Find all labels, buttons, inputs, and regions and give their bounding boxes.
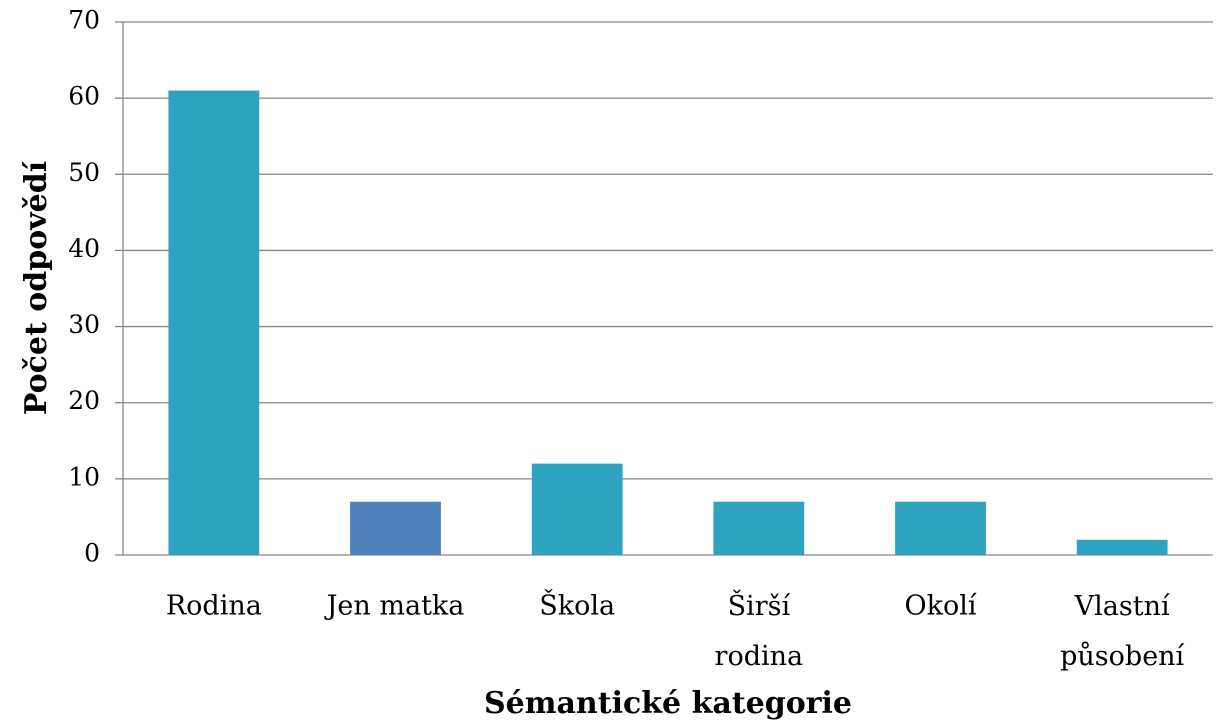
x-tick-label: Vlastní působení xyxy=(1060,591,1184,672)
bar xyxy=(895,501,986,555)
bar xyxy=(168,90,260,556)
y-tick-label: 30 xyxy=(68,310,100,339)
y-axis-title: Počet odpovědí xyxy=(19,160,54,415)
x-tick-label: Škola xyxy=(539,588,615,622)
y-tick-label: 0 xyxy=(84,539,100,568)
y-tick-label: 70 xyxy=(68,6,100,35)
y-tick-label: 60 xyxy=(68,82,100,111)
y-tick-label: 20 xyxy=(68,386,100,415)
x-tick-label: Jen matka xyxy=(324,591,465,622)
x-tick-label: Okolí xyxy=(904,591,976,622)
y-tick-label: 50 xyxy=(68,158,100,187)
x-tick-label: Širší rodina xyxy=(715,588,804,672)
bar xyxy=(1076,539,1168,555)
x-axis-title: Sémantické kategorie xyxy=(484,686,852,721)
y-tick-label: 40 xyxy=(68,234,100,263)
bar xyxy=(713,501,805,555)
y-tick-label: 10 xyxy=(68,462,100,491)
bar xyxy=(531,463,623,555)
bar xyxy=(350,501,441,555)
x-tick-label: Rodina xyxy=(166,591,262,622)
